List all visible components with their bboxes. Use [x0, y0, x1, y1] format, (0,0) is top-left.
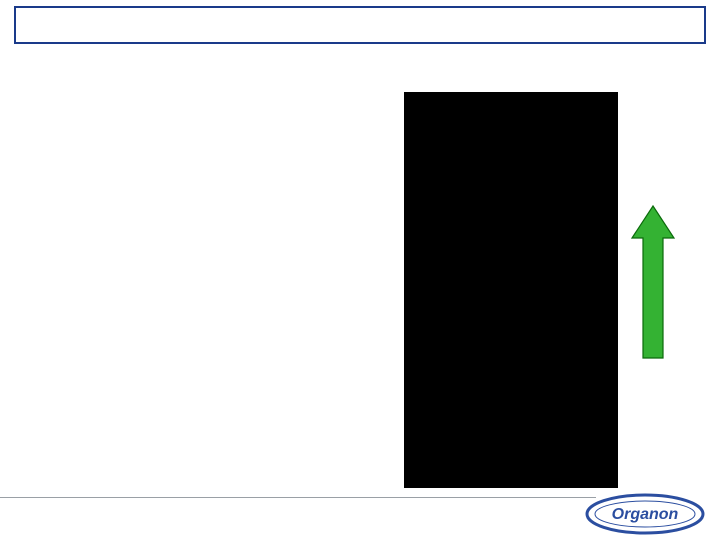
pampa-diagram: [404, 92, 618, 488]
drug-arrow: [626, 202, 680, 366]
membrane-label: [36, 246, 392, 269]
title-bar: [14, 6, 706, 44]
organon-logo: Organon: [584, 492, 706, 536]
logo-icon: Organon: [584, 492, 706, 536]
svg-text:Organon: Organon: [612, 506, 679, 523]
pampa-diagram-svg: [406, 94, 616, 486]
divider: [0, 497, 596, 498]
arrow-up-icon: [626, 202, 680, 366]
